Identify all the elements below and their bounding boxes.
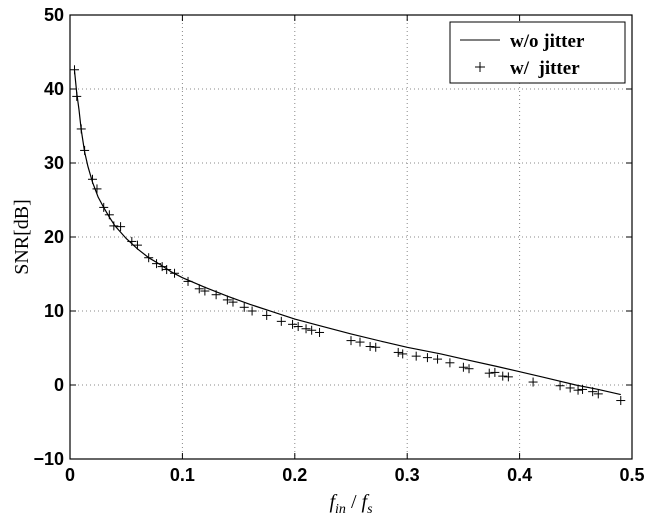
data-point-with-jitter (445, 358, 455, 368)
x-tick-label: 0.2 (282, 465, 307, 485)
x-axis-label-sub1: in (335, 502, 346, 517)
y-tick-label: 10 (44, 301, 64, 321)
data-point-with-jitter (200, 286, 210, 296)
data-point-with-jitter (365, 342, 375, 352)
data-point-with-jitter (116, 222, 126, 232)
legend-label-without-jitter: w/o jitter (510, 31, 585, 52)
plot-frame (69, 14, 633, 460)
data-point-with-jitter (398, 349, 408, 359)
y-axis-label: SNR[dB] (11, 199, 33, 275)
y-tick-label: 50 (44, 5, 64, 25)
data-point-with-jitter (307, 325, 317, 335)
data-point-with-jitter (104, 210, 114, 220)
x-axis-label-f1: f (329, 491, 337, 513)
data-point-with-jitter (87, 174, 97, 184)
y-tick-label: 0 (54, 375, 64, 395)
data-point-with-jitter (247, 306, 257, 316)
data-point-with-jitter (69, 65, 79, 75)
data-point-with-jitter (239, 302, 249, 312)
x-axis-label-sep: / (346, 491, 362, 513)
data-point-with-jitter (555, 381, 565, 391)
data-point-with-jitter (72, 91, 82, 101)
x-tick-label: 0.5 (619, 465, 644, 485)
data-point-with-jitter (211, 290, 221, 300)
x-axis-label-sub2: s (367, 502, 373, 517)
data-point-with-jitter (573, 385, 583, 395)
data-point-with-jitter (411, 351, 421, 361)
y-tick-label: 40 (44, 79, 64, 99)
y-tick-label: −10 (33, 449, 64, 469)
legend-label-with-jitter: w/ jitter (510, 58, 580, 79)
data-point-with-jitter (464, 364, 474, 374)
data-point-with-jitter (490, 367, 500, 377)
data-point-with-jitter (194, 284, 204, 294)
data-point-with-jitter (301, 324, 311, 334)
data-point-with-jitter (315, 327, 325, 337)
data-point-with-jitter (99, 202, 109, 212)
data-point-with-jitter (183, 276, 193, 286)
data-point-with-jitter (588, 387, 598, 397)
data-point-with-jitter (127, 236, 137, 246)
data-point-with-jitter (152, 259, 162, 269)
data-point-with-jitter (393, 347, 403, 357)
x-tick-label: 0.4 (507, 465, 532, 485)
data-point-with-jitter (144, 253, 154, 263)
data-point-with-jitter (92, 184, 102, 194)
legend-marker-sample (475, 62, 485, 72)
data-point-with-jitter (162, 265, 172, 275)
data-point-with-jitter (371, 342, 381, 352)
data-point-with-jitter (288, 319, 298, 329)
data-point-with-jitter (109, 221, 119, 231)
data-point-with-jitter (222, 295, 232, 305)
data-series (69, 65, 626, 406)
data-point-with-jitter (80, 145, 90, 155)
data-point-with-jitter (346, 336, 356, 346)
data-point-with-jitter (76, 124, 86, 134)
legend-box (449, 21, 626, 84)
data-point-with-jitter (593, 389, 603, 399)
data-point-with-jitter (355, 337, 365, 347)
x-tick-label: 0.3 (395, 465, 420, 485)
data-point-with-jitter (565, 383, 575, 393)
data-point-with-jitter (578, 384, 588, 394)
data-point-with-jitter (228, 297, 238, 307)
data-point-with-jitter (528, 377, 538, 387)
legend: w/o jitter w/ jitter (449, 21, 626, 84)
data-point-with-jitter (262, 310, 272, 320)
data-point-with-jitter (484, 368, 494, 378)
data-point-with-jitter (132, 240, 142, 250)
series-line-without-jitter (73, 70, 621, 396)
data-point-with-jitter (458, 362, 468, 372)
data-point-with-jitter (170, 268, 180, 278)
data-point-with-jitter (276, 316, 286, 326)
data-point-with-jitter (422, 353, 432, 363)
grid-lines (70, 15, 632, 459)
data-point-with-jitter (616, 396, 626, 406)
data-point-with-jitter (503, 372, 513, 382)
x-tick-label: 0 (65, 465, 75, 485)
x-tick-label: 0.1 (170, 465, 195, 485)
data-point-with-jitter (498, 371, 508, 381)
x-axis-label: fin / fs (329, 491, 373, 517)
data-point-with-jitter (433, 354, 443, 364)
y-tick-label: 30 (44, 153, 64, 173)
x-axis-label-f2: f (362, 491, 370, 513)
data-point-with-jitter (293, 322, 303, 332)
y-tick-label: 20 (44, 227, 64, 247)
